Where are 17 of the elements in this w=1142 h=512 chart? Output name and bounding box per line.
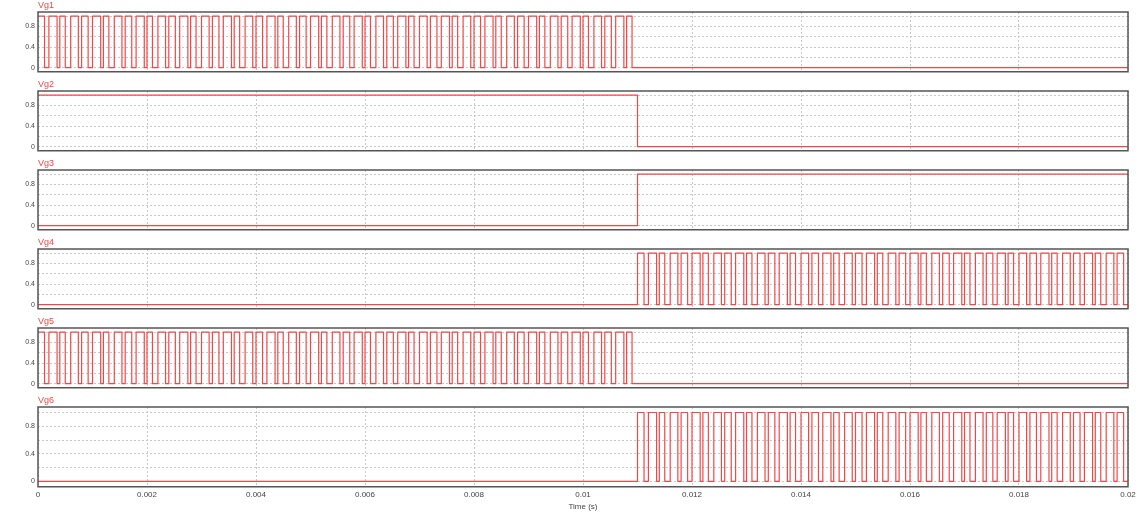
x-tick-label: 0.014 [790,489,812,499]
chart-title: Vg2 [38,79,55,89]
x-tick-label: 0.004 [245,489,267,499]
x-tick-label: 0.02 [1120,489,1137,499]
x-tick-label: 0.002 [136,489,158,499]
chart-title: Vg3 [38,158,55,168]
chart-title: Vg6 [38,395,55,405]
x-tick-label: 0.016 [899,489,921,499]
x-tick-label: 0.006 [354,489,376,499]
x-tick-label: 0.018 [1008,489,1030,499]
chart-title: Vg1 [38,0,55,10]
chart-title: Vg4 [38,237,55,247]
x-tick-label: 0.012 [681,489,703,499]
x-tick-label: 0.01 [575,489,592,499]
x-axis-title: Time (s) [568,502,598,512]
x-tick-label: 0.008 [463,489,485,499]
chart-title: Vg5 [38,316,55,326]
